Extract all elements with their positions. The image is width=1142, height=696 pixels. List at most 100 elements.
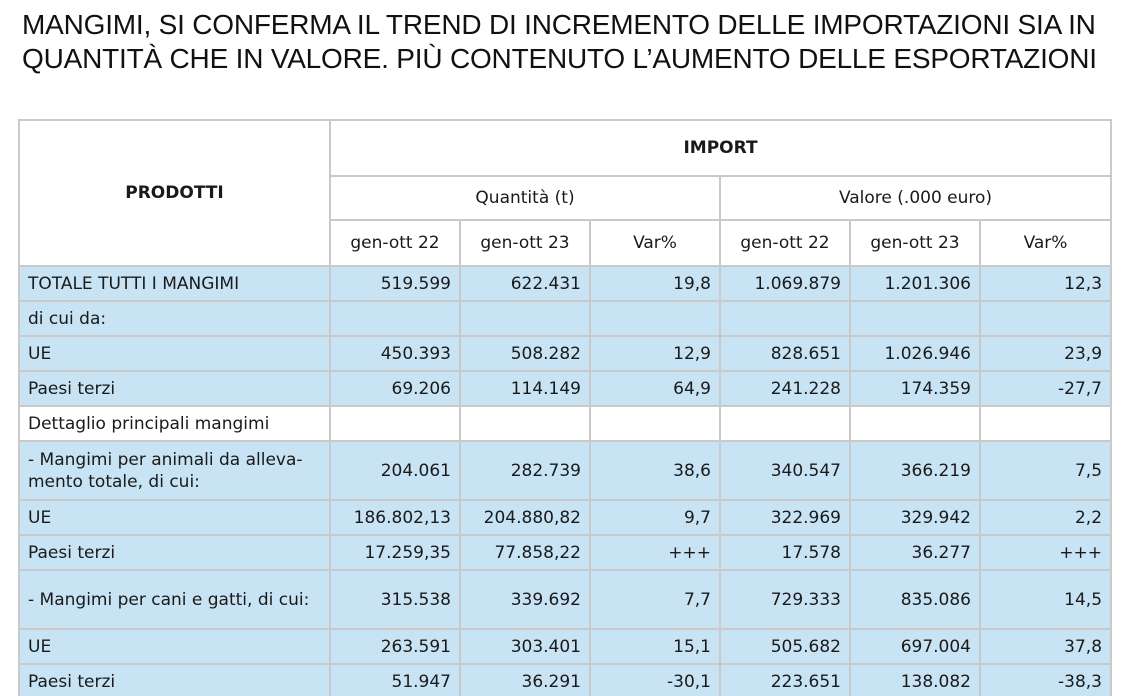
table-cell: 17.578 [719, 534, 851, 571]
table-cell: 697.004 [849, 628, 981, 665]
table-cell: 138.082 [849, 663, 981, 696]
table-cell [329, 405, 461, 442]
table-cell: -38,3 [978, 663, 1113, 696]
table-row: - Mangimi per cani e gatti, di cui: 315.… [18, 569, 1113, 630]
table-cell [719, 300, 851, 337]
table-cell: 38,6 [589, 440, 721, 501]
header-period: Var% [978, 219, 1113, 267]
table-cell: 1.069.879 [719, 265, 851, 302]
table-cell: 14,5 [978, 569, 1113, 630]
table-cell: 114.149 [459, 370, 591, 407]
table-cell: 12,9 [589, 335, 721, 372]
table-cell [978, 300, 1113, 337]
row-label: Paesi terzi [18, 663, 331, 696]
table-row: UE 186.802,13 204.880,82 9,7 322.969 329… [18, 499, 1113, 536]
row-label: Paesi terzi [18, 370, 331, 407]
header-prodotti: PRODOTTI [18, 119, 331, 267]
header-period: gen-ott 22 [719, 219, 851, 267]
table-cell [978, 405, 1113, 442]
table-cell [849, 300, 981, 337]
header-valore: Valore (.000 euro) [718, 175, 1113, 221]
table-cell: 329.942 [849, 499, 981, 536]
table-cell: 19,8 [589, 265, 721, 302]
header-import: IMPORT [328, 119, 1113, 177]
header-quantita: Quantità (t) [329, 175, 721, 221]
table-cell: 241.228 [719, 370, 851, 407]
table-cell: 12,3 [978, 265, 1113, 302]
row-label: UE [18, 628, 331, 665]
table-cell: -30,1 [589, 663, 721, 696]
table-cell: 64,9 [589, 370, 721, 407]
row-label: TOTALE TUTTI I MANGIMI [18, 265, 331, 302]
table-cell: 69.206 [329, 370, 461, 407]
table-cell: 303.401 [459, 628, 591, 665]
row-label: Paesi terzi [18, 534, 331, 571]
table-cell: 828.651 [719, 335, 851, 372]
table-cell: +++ [978, 534, 1113, 571]
table-cell: 37,8 [978, 628, 1113, 665]
table-cell: 505.682 [719, 628, 851, 665]
table-cell: 186.802,13 [329, 499, 461, 536]
import-table: PRODOTTI IMPORT Quantità (t) Valore (.00… [18, 119, 1113, 696]
page-title: MANGIMI, SI CONFERMA IL TREND DI INCREME… [22, 8, 1132, 76]
table-cell: 282.739 [459, 440, 591, 501]
header-period: gen-ott 23 [459, 219, 591, 267]
title-line-2: QUANTITÀ CHE IN VALORE. PIÙ CONTENUTO L’… [22, 43, 1097, 74]
table-cell: 36.291 [459, 663, 591, 696]
table-cell: 322.969 [719, 499, 851, 536]
table-cell [589, 405, 721, 442]
row-label: - Mangimi per cani e gatti, di cui: [18, 569, 331, 630]
table-cell: 340.547 [719, 440, 851, 501]
table-cell: 1.026.946 [849, 335, 981, 372]
table-cell [459, 300, 591, 337]
table-cell: 366.219 [849, 440, 981, 501]
table-cell: 36.277 [849, 534, 981, 571]
row-label: UE [18, 335, 331, 372]
table-cell: 729.333 [719, 569, 851, 630]
header-period: gen-ott 22 [329, 219, 461, 267]
table-cell: 51.947 [329, 663, 461, 696]
table-cell: 15,1 [589, 628, 721, 665]
table-cell [719, 405, 851, 442]
table-cell: 204.061 [329, 440, 461, 501]
table-cell: 1.201.306 [849, 265, 981, 302]
row-label: UE [18, 499, 331, 536]
table-cell: 622.431 [459, 265, 591, 302]
table-cell: -27,7 [978, 370, 1113, 407]
row-label: Dettaglio principali mangimi [18, 405, 331, 442]
header-period: gen-ott 23 [849, 219, 981, 267]
table-cell: 2,2 [978, 499, 1113, 536]
table-row: Paesi terzi 17.259,35 77.858,22 +++ 17.5… [18, 534, 1113, 571]
table-row: di cui da: [18, 300, 1113, 337]
table-cell: 835.086 [849, 569, 981, 630]
table-row: UE 263.591 303.401 15,1 505.682 697.004 … [18, 628, 1113, 665]
table-cell: 339.692 [459, 569, 591, 630]
table-cell: 77.858,22 [459, 534, 591, 571]
row-label: di cui da: [18, 300, 331, 337]
table-cell: 174.359 [849, 370, 981, 407]
table-cell: +++ [589, 534, 721, 571]
table-cell: 204.880,82 [459, 499, 591, 536]
table-cell: 315.538 [329, 569, 461, 630]
table-cell: 519.599 [329, 265, 461, 302]
table-cell: 450.393 [329, 335, 461, 372]
header-period: Var% [589, 219, 721, 267]
table-cell: 508.282 [459, 335, 591, 372]
table-cell: 7,5 [978, 440, 1113, 501]
title-line-1: MANGIMI, SI CONFERMA IL TREND DI INCREME… [22, 9, 1096, 40]
table-cell [849, 405, 981, 442]
table-cell [589, 300, 721, 337]
table-cell: 263.591 [329, 628, 461, 665]
table-cell [329, 300, 461, 337]
table-cell: 23,9 [978, 335, 1113, 372]
table-row: Dettaglio principali mangimi [18, 405, 1113, 442]
table-cell: 17.259,35 [329, 534, 461, 571]
table-cell [459, 405, 591, 442]
table-cell: 9,7 [589, 499, 721, 536]
table-row: Paesi terzi 69.206 114.149 64,9 241.228 … [18, 370, 1113, 407]
row-label: - Mangimi per animali da alleva-mento to… [18, 440, 331, 501]
table-cell: 223.651 [719, 663, 851, 696]
table-cell: 7,7 [589, 569, 721, 630]
table-row: - Mangimi per animali da alleva-mento to… [18, 440, 1113, 501]
